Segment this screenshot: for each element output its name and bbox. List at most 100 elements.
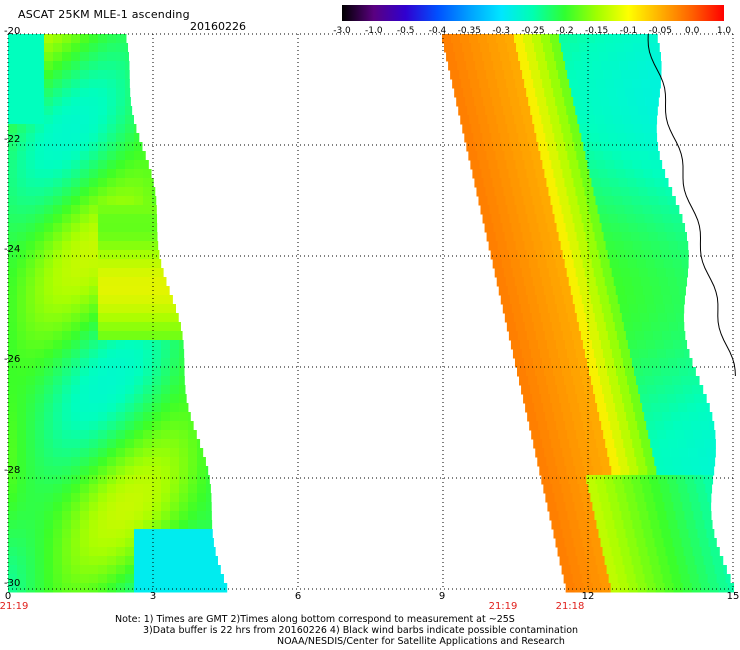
wind-cell [71, 133, 81, 143]
wind-cell [17, 520, 27, 530]
wind-cell [62, 232, 72, 242]
wind-cell [563, 214, 574, 224]
wind-cell [680, 493, 690, 503]
wind-cell [596, 241, 607, 251]
wind-cell [685, 277, 688, 287]
wind-cell [520, 142, 530, 152]
wind-cell [648, 232, 659, 242]
wind-cell [617, 295, 628, 305]
wind-cell [633, 403, 643, 413]
wind-cell [562, 448, 572, 458]
wind-cell [487, 196, 497, 206]
wind-cell [534, 286, 545, 296]
wind-cell [535, 331, 546, 341]
wind-cell [26, 331, 36, 341]
wind-cell [71, 349, 81, 359]
wind-cell [643, 448, 653, 458]
wind-cell [71, 106, 81, 116]
wind-cell [8, 376, 18, 386]
wind-cell [691, 421, 701, 431]
wind-cell [669, 565, 680, 575]
wind-cell [683, 349, 690, 359]
wind-cell [466, 61, 476, 71]
wind-cell [143, 304, 153, 314]
lon-label: 6 [294, 591, 302, 602]
wind-cell [62, 574, 72, 584]
wind-cell [538, 61, 548, 71]
wind-cell [651, 205, 662, 215]
wind-cell [206, 556, 216, 566]
wind-cell [478, 196, 488, 206]
wind-cell [62, 340, 72, 350]
wind-cell [89, 196, 99, 206]
wind-cell [474, 178, 484, 188]
wind-cell [44, 322, 54, 332]
wind-cell [89, 448, 99, 458]
wind-cell [653, 295, 664, 305]
wind-cell [134, 340, 144, 350]
wind-cell [116, 574, 126, 584]
wind-cell [624, 205, 635, 215]
wind-cell [554, 493, 564, 503]
wind-cell [170, 547, 180, 557]
wind-cell [572, 214, 583, 224]
wind-cell [152, 214, 158, 224]
wind-cell [17, 52, 27, 62]
wind-cell [640, 115, 650, 125]
wind-cell [585, 70, 595, 80]
wind-cell [71, 412, 81, 422]
wind-cell [80, 493, 90, 503]
wind-cell [107, 151, 117, 161]
wind-cell [671, 574, 682, 584]
wind-cell [562, 367, 572, 377]
wind-cell [622, 394, 632, 404]
wind-cell [152, 295, 162, 305]
wind-cell [143, 331, 153, 341]
wind-cell [568, 115, 578, 125]
wind-cell [534, 205, 545, 215]
wind-cell [26, 502, 36, 512]
wind-cell [152, 529, 162, 539]
wind-cell [143, 313, 153, 323]
wind-cell [62, 376, 72, 386]
wind-cell [536, 295, 547, 305]
wind-cell [170, 511, 180, 521]
wind-cell [197, 565, 207, 575]
wind-cell [712, 556, 723, 566]
wind-cell [53, 385, 63, 395]
wind-cell [571, 88, 581, 98]
wind-cell [44, 178, 54, 188]
wind-cell [504, 232, 515, 242]
wind-cell [89, 376, 99, 386]
wind-cell [71, 457, 81, 467]
wind-cell [179, 529, 189, 539]
wind-cell [561, 124, 571, 134]
wind-cell [501, 259, 512, 269]
wind-cell [557, 106, 567, 116]
wind-cell [600, 259, 611, 269]
wind-cell [582, 178, 592, 188]
wind-cell [134, 349, 144, 359]
wind-cell [98, 529, 108, 539]
wind-cell [89, 340, 99, 350]
wind-cell [98, 574, 108, 584]
wind-cell [44, 286, 54, 296]
wind-cell [579, 205, 590, 215]
wind-cell [458, 106, 468, 116]
wind-cell [589, 529, 599, 539]
wind-cell [71, 34, 81, 44]
wind-cell [143, 475, 153, 485]
wind-cell [524, 241, 535, 251]
wind-cell [565, 583, 576, 593]
wind-cell [608, 133, 618, 143]
wind-cell [53, 349, 63, 359]
wind-cell [591, 259, 602, 269]
wind-cell [53, 430, 63, 440]
wind-cell [80, 349, 90, 359]
wind-cell [665, 547, 676, 557]
wind-cell [44, 385, 54, 395]
wind-cell [71, 556, 81, 566]
wind-cell [161, 394, 171, 404]
wind-cell [8, 142, 18, 152]
wind-cell [143, 412, 153, 422]
